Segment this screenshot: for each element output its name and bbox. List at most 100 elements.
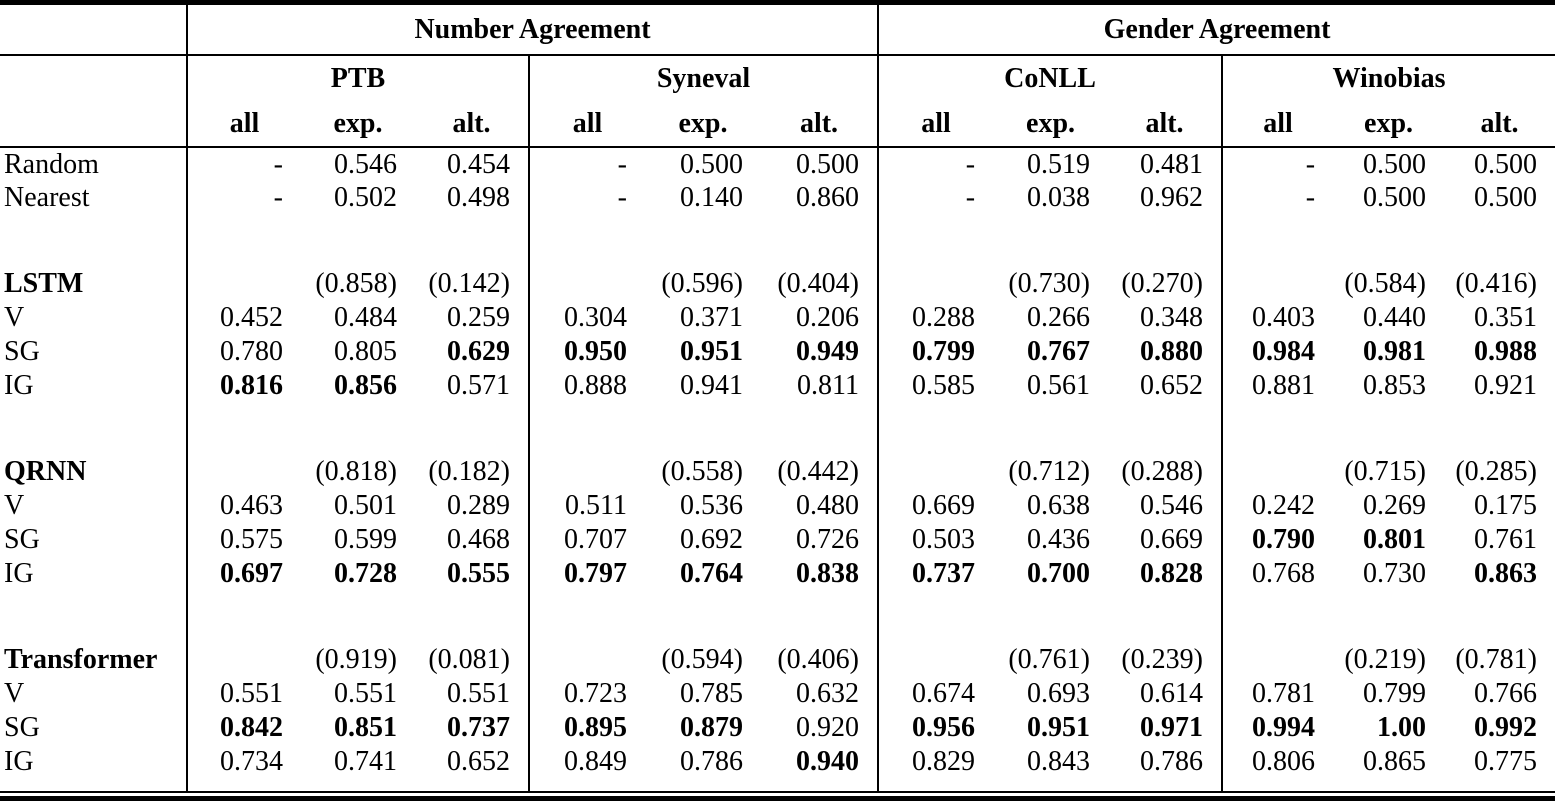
value-cell xyxy=(528,643,645,677)
value-cell: - xyxy=(528,147,645,181)
table-top-rule xyxy=(0,0,1555,5)
value-cell: 0.863 xyxy=(1474,558,1538,589)
dataset-header-conll: CoNLL xyxy=(877,55,1223,102)
spacer-cell xyxy=(1221,215,1334,267)
results-table: Number Agreement Gender Agreement PTB Synev… xyxy=(0,5,1555,791)
value-cell: - xyxy=(1221,181,1334,215)
value-cell: (0.858) xyxy=(315,268,397,299)
value-cell: 0.790 xyxy=(1221,523,1334,557)
value-cell: 0.921 xyxy=(1474,370,1538,401)
value-cell: 0.971 xyxy=(1140,712,1204,743)
spacer-cell xyxy=(528,591,645,643)
value-cell: 0.785 xyxy=(680,678,743,709)
value-cell: 0.503 xyxy=(877,523,994,557)
value-cell: - xyxy=(528,181,645,215)
spacer-cell xyxy=(1221,591,1334,643)
value-cell: 0.853 xyxy=(1363,370,1427,401)
spacer-row xyxy=(0,403,1555,455)
pad-cell xyxy=(645,779,761,791)
value-cell: (0.761) xyxy=(1008,644,1091,675)
value-cell: 0.038 xyxy=(1027,182,1091,213)
value-cell: 0.674 xyxy=(877,677,994,711)
spacer-cell xyxy=(301,403,415,455)
spacer-cell xyxy=(1444,591,1555,643)
value-cell: 0.585 xyxy=(877,369,994,403)
group-header-gender: Gender Agreement xyxy=(877,5,1555,56)
row-label: IG xyxy=(4,558,34,589)
value-cell xyxy=(877,455,994,489)
value-cell: 0.669 xyxy=(1140,524,1204,555)
value-cell: 0.734 xyxy=(186,745,301,779)
value-cell: 0.856 xyxy=(334,370,397,401)
value-cell: 0.741 xyxy=(334,746,397,777)
value-cell: (0.285) xyxy=(1455,456,1538,487)
table-row: V 0.452 0.484 0.259 0.304 0.371 0.206 0.288 0.26… xyxy=(0,301,1555,335)
value-cell: 0.881 xyxy=(1221,369,1334,403)
value-cell: 0.351 xyxy=(1474,302,1538,333)
pad-cell xyxy=(993,779,1108,791)
value-cell: 0.440 xyxy=(1363,302,1427,333)
value-cell: 0.652 xyxy=(1140,370,1204,401)
spacer-cell xyxy=(1221,403,1334,455)
spacer-cell xyxy=(761,215,878,267)
spacer-cell xyxy=(528,403,645,455)
value-cell: 0.638 xyxy=(1027,490,1091,521)
row-label: Nearest xyxy=(4,182,90,213)
value-cell: 0.692 xyxy=(680,524,743,555)
value-cell: 0.737 xyxy=(447,712,510,743)
value-cell: 0.669 xyxy=(877,489,994,523)
value-cell: - xyxy=(877,147,994,181)
value-cell: 0.519 xyxy=(1027,148,1091,180)
pad-cell xyxy=(0,779,187,791)
value-cell: 1.00 xyxy=(1377,712,1427,743)
value-cell: 0.775 xyxy=(1474,746,1538,777)
row-label: IG xyxy=(4,746,34,777)
table-row: V 0.463 0.501 0.289 0.511 0.536 0.480 0.669 0.63… xyxy=(0,489,1555,523)
value-cell: 0.797 xyxy=(528,557,645,591)
pad-cell xyxy=(1333,779,1444,791)
value-cell: 0.571 xyxy=(447,370,510,401)
spacer-cell xyxy=(1108,403,1222,455)
value-cell: 0.962 xyxy=(1140,182,1204,213)
row-label: IG xyxy=(4,370,34,401)
value-cell: (0.730) xyxy=(1008,268,1091,299)
value-cell: 0.288 xyxy=(877,301,994,335)
value-cell: 0.860 xyxy=(796,182,860,213)
row-label: V xyxy=(4,302,25,333)
value-cell: 0.561 xyxy=(1027,370,1091,401)
value-cell: 0.988 xyxy=(1474,336,1538,367)
value-cell: 0.546 xyxy=(1140,490,1204,521)
row-label: LSTM xyxy=(4,268,84,299)
value-cell: (0.239) xyxy=(1121,644,1204,675)
value-cell xyxy=(186,267,301,301)
value-cell: (0.416) xyxy=(1455,268,1538,299)
value-cell: 0.502 xyxy=(334,182,397,213)
spacer-cell xyxy=(1108,215,1222,267)
subcol-header: all xyxy=(186,102,301,148)
value-cell: (0.270) xyxy=(1121,268,1204,299)
spacer-cell xyxy=(1333,591,1444,643)
subcol-header: alt. xyxy=(1444,102,1555,148)
value-cell: 0.269 xyxy=(1363,490,1427,521)
value-cell: 0.805 xyxy=(334,336,397,367)
value-cell: 0.801 xyxy=(1363,524,1427,555)
value-cell: (0.081) xyxy=(428,644,510,675)
row-label: Transformer xyxy=(4,644,158,675)
value-cell: 0.941 xyxy=(680,370,743,401)
value-cell: 0.632 xyxy=(796,678,860,709)
spacer-cell xyxy=(1444,403,1555,455)
value-cell: 0.480 xyxy=(796,490,860,521)
table-header: Number Agreement Gender Agreement PTB Synev… xyxy=(0,5,1555,148)
table-row: SG 0.842 0.851 0.737 0.895 0.879 0.920 0.956 0.9… xyxy=(0,711,1555,745)
value-cell: 0.551 xyxy=(186,677,301,711)
pad-cell xyxy=(415,779,529,791)
spacer-row xyxy=(0,591,1555,643)
header-row-subcolumns: all exp. alt. all exp. alt. all exp. alt. all exp.… xyxy=(0,102,1555,148)
value-cell: (0.219) xyxy=(1344,644,1427,675)
value-cell: 0.849 xyxy=(528,745,645,779)
spacer-cell xyxy=(186,591,301,643)
value-cell: 0.728 xyxy=(334,558,397,589)
table-row: Transformer (0.919) (0.081) (0.594) (0.406) (… xyxy=(0,643,1555,677)
table-bottom-rule xyxy=(0,791,1555,801)
